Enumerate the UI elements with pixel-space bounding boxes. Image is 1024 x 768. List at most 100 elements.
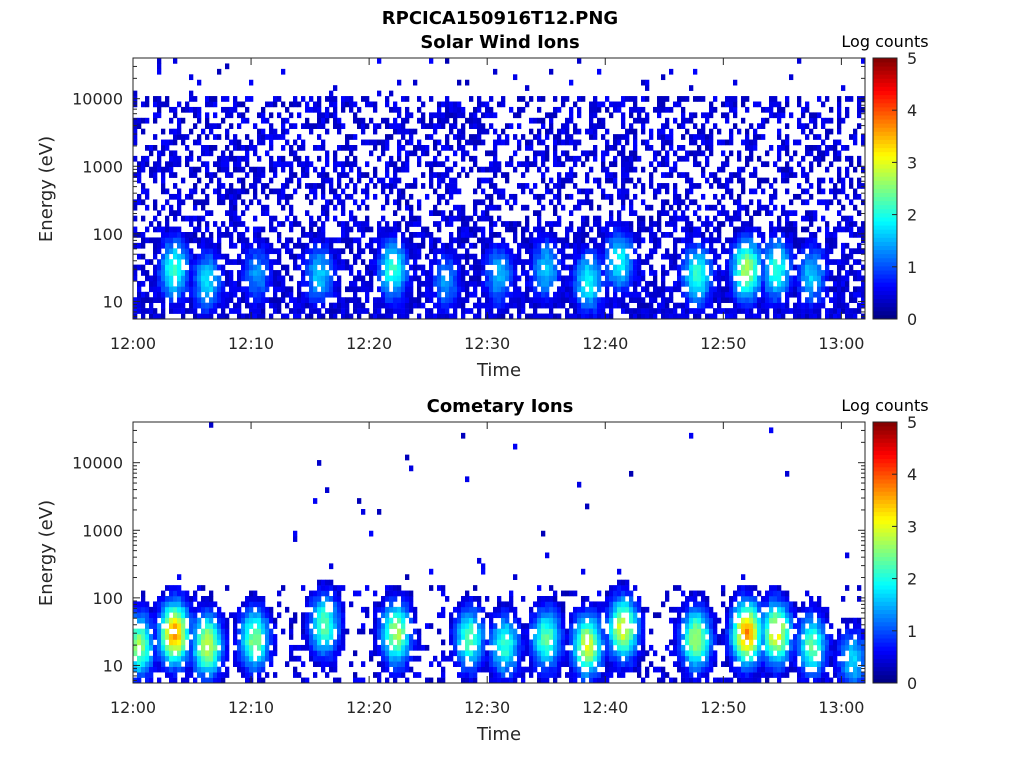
heatmap-cell (197, 177, 202, 184)
heatmap-cell (825, 242, 830, 249)
heatmap-cell (225, 275, 230, 282)
heatmap-cell (221, 253, 226, 260)
heatmap-cell (673, 253, 678, 260)
heatmap-cell (589, 270, 594, 276)
heatmap-cell (725, 139, 730, 146)
heatmap-cell (509, 106, 514, 113)
heatmap-cell (233, 96, 238, 102)
heatmap-cell (141, 280, 146, 287)
heatmap-cell (857, 210, 862, 216)
heatmap-cell (397, 123, 402, 129)
heatmap-cell (493, 297, 498, 303)
heatmap-cell (477, 237, 482, 244)
heatmap-cell (557, 215, 562, 222)
heatmap-cell (581, 270, 586, 276)
heatmap-cell (677, 275, 682, 282)
heatmap-cell (221, 193, 226, 200)
heatmap-cell (261, 302, 266, 309)
heatmap-cell (625, 226, 630, 233)
heatmap-cell (777, 242, 782, 249)
heatmap-cell (189, 155, 194, 162)
heatmap-cell (133, 204, 138, 211)
heatmap-cell (145, 226, 150, 233)
heatmap-cell (481, 291, 486, 298)
heatmap-cell (285, 177, 290, 184)
heatmap-cell (633, 286, 638, 293)
heatmap-cell (181, 270, 186, 276)
heatmap-cell (805, 259, 810, 265)
heatmap-cell (525, 161, 530, 168)
heatmap-cell (177, 123, 182, 129)
heatmap-cell (237, 666, 242, 673)
heatmap-cell (237, 302, 242, 309)
heatmap-cell (377, 253, 382, 260)
heatmap-cell (281, 161, 286, 168)
heatmap-cell (849, 134, 854, 140)
heatmap-cell (833, 302, 838, 309)
heatmap-cell (525, 139, 530, 146)
heatmap-cell (345, 183, 350, 189)
heatmap-cell (177, 264, 182, 271)
heatmap-cell (845, 145, 850, 151)
heatmap-cell (149, 166, 154, 173)
heatmap-cell (393, 286, 398, 293)
heatmap-cell (381, 226, 386, 233)
heatmap-cell (241, 232, 246, 238)
heatmap-cell (345, 237, 350, 244)
heatmap-cell (385, 313, 390, 320)
heatmap-cell (181, 232, 186, 238)
heatmap-cell (653, 232, 658, 238)
heatmap-cell (481, 112, 486, 119)
heatmap-cell (225, 639, 230, 646)
heatmap-cell (589, 150, 594, 157)
heatmap-cell (661, 74, 666, 81)
heatmap-cell (841, 145, 846, 151)
heatmap-cell (429, 58, 434, 64)
heatmap-cell (857, 232, 862, 238)
heatmap-cell (441, 101, 446, 108)
heatmap-cell (709, 313, 714, 320)
heatmap-cell (193, 617, 198, 624)
heatmap-cell (397, 270, 402, 276)
heatmap-cell (157, 248, 162, 255)
heatmap-cell (789, 291, 794, 298)
heatmap-cell (849, 297, 854, 303)
heatmap-cell (173, 623, 178, 629)
heatmap-cell (837, 302, 842, 309)
heatmap-cell (581, 291, 586, 298)
heatmap-cell (313, 291, 318, 298)
heatmap-cell (505, 172, 510, 178)
heatmap-cell (545, 166, 550, 173)
heatmap-cell (221, 634, 226, 640)
heatmap-cell (645, 112, 650, 119)
heatmap-cell (193, 612, 198, 619)
heatmap-cell (745, 226, 750, 233)
heatmap-cell (237, 612, 242, 619)
heatmap-cell (701, 139, 706, 146)
heatmap-cell (157, 150, 162, 157)
heatmap-cell (505, 270, 510, 276)
heatmap-cell (253, 226, 258, 233)
heatmap-cell (569, 264, 574, 271)
heatmap-cell (221, 199, 226, 206)
heatmap-cell (837, 291, 842, 298)
heatmap-cell (189, 308, 194, 314)
heatmap-cell (601, 123, 606, 129)
heatmap-cell (485, 210, 490, 216)
heatmap-cell (721, 101, 726, 108)
heatmap-cell (637, 112, 642, 119)
heatmap-cell (257, 259, 262, 265)
heatmap-cell (817, 302, 822, 309)
heatmap-cell (357, 275, 362, 282)
heatmap-cell (761, 275, 766, 282)
heatmap-cell (249, 291, 254, 298)
heatmap-cell (185, 155, 190, 162)
heatmap-cell (633, 270, 638, 276)
heatmap-cell (261, 280, 266, 287)
heatmap-cell (541, 177, 546, 184)
heatmap-cell (221, 655, 226, 662)
heatmap-cell (141, 606, 146, 613)
heatmap-cell (385, 96, 390, 102)
heatmap-cell (589, 308, 594, 314)
heatmap-cell (685, 302, 690, 309)
